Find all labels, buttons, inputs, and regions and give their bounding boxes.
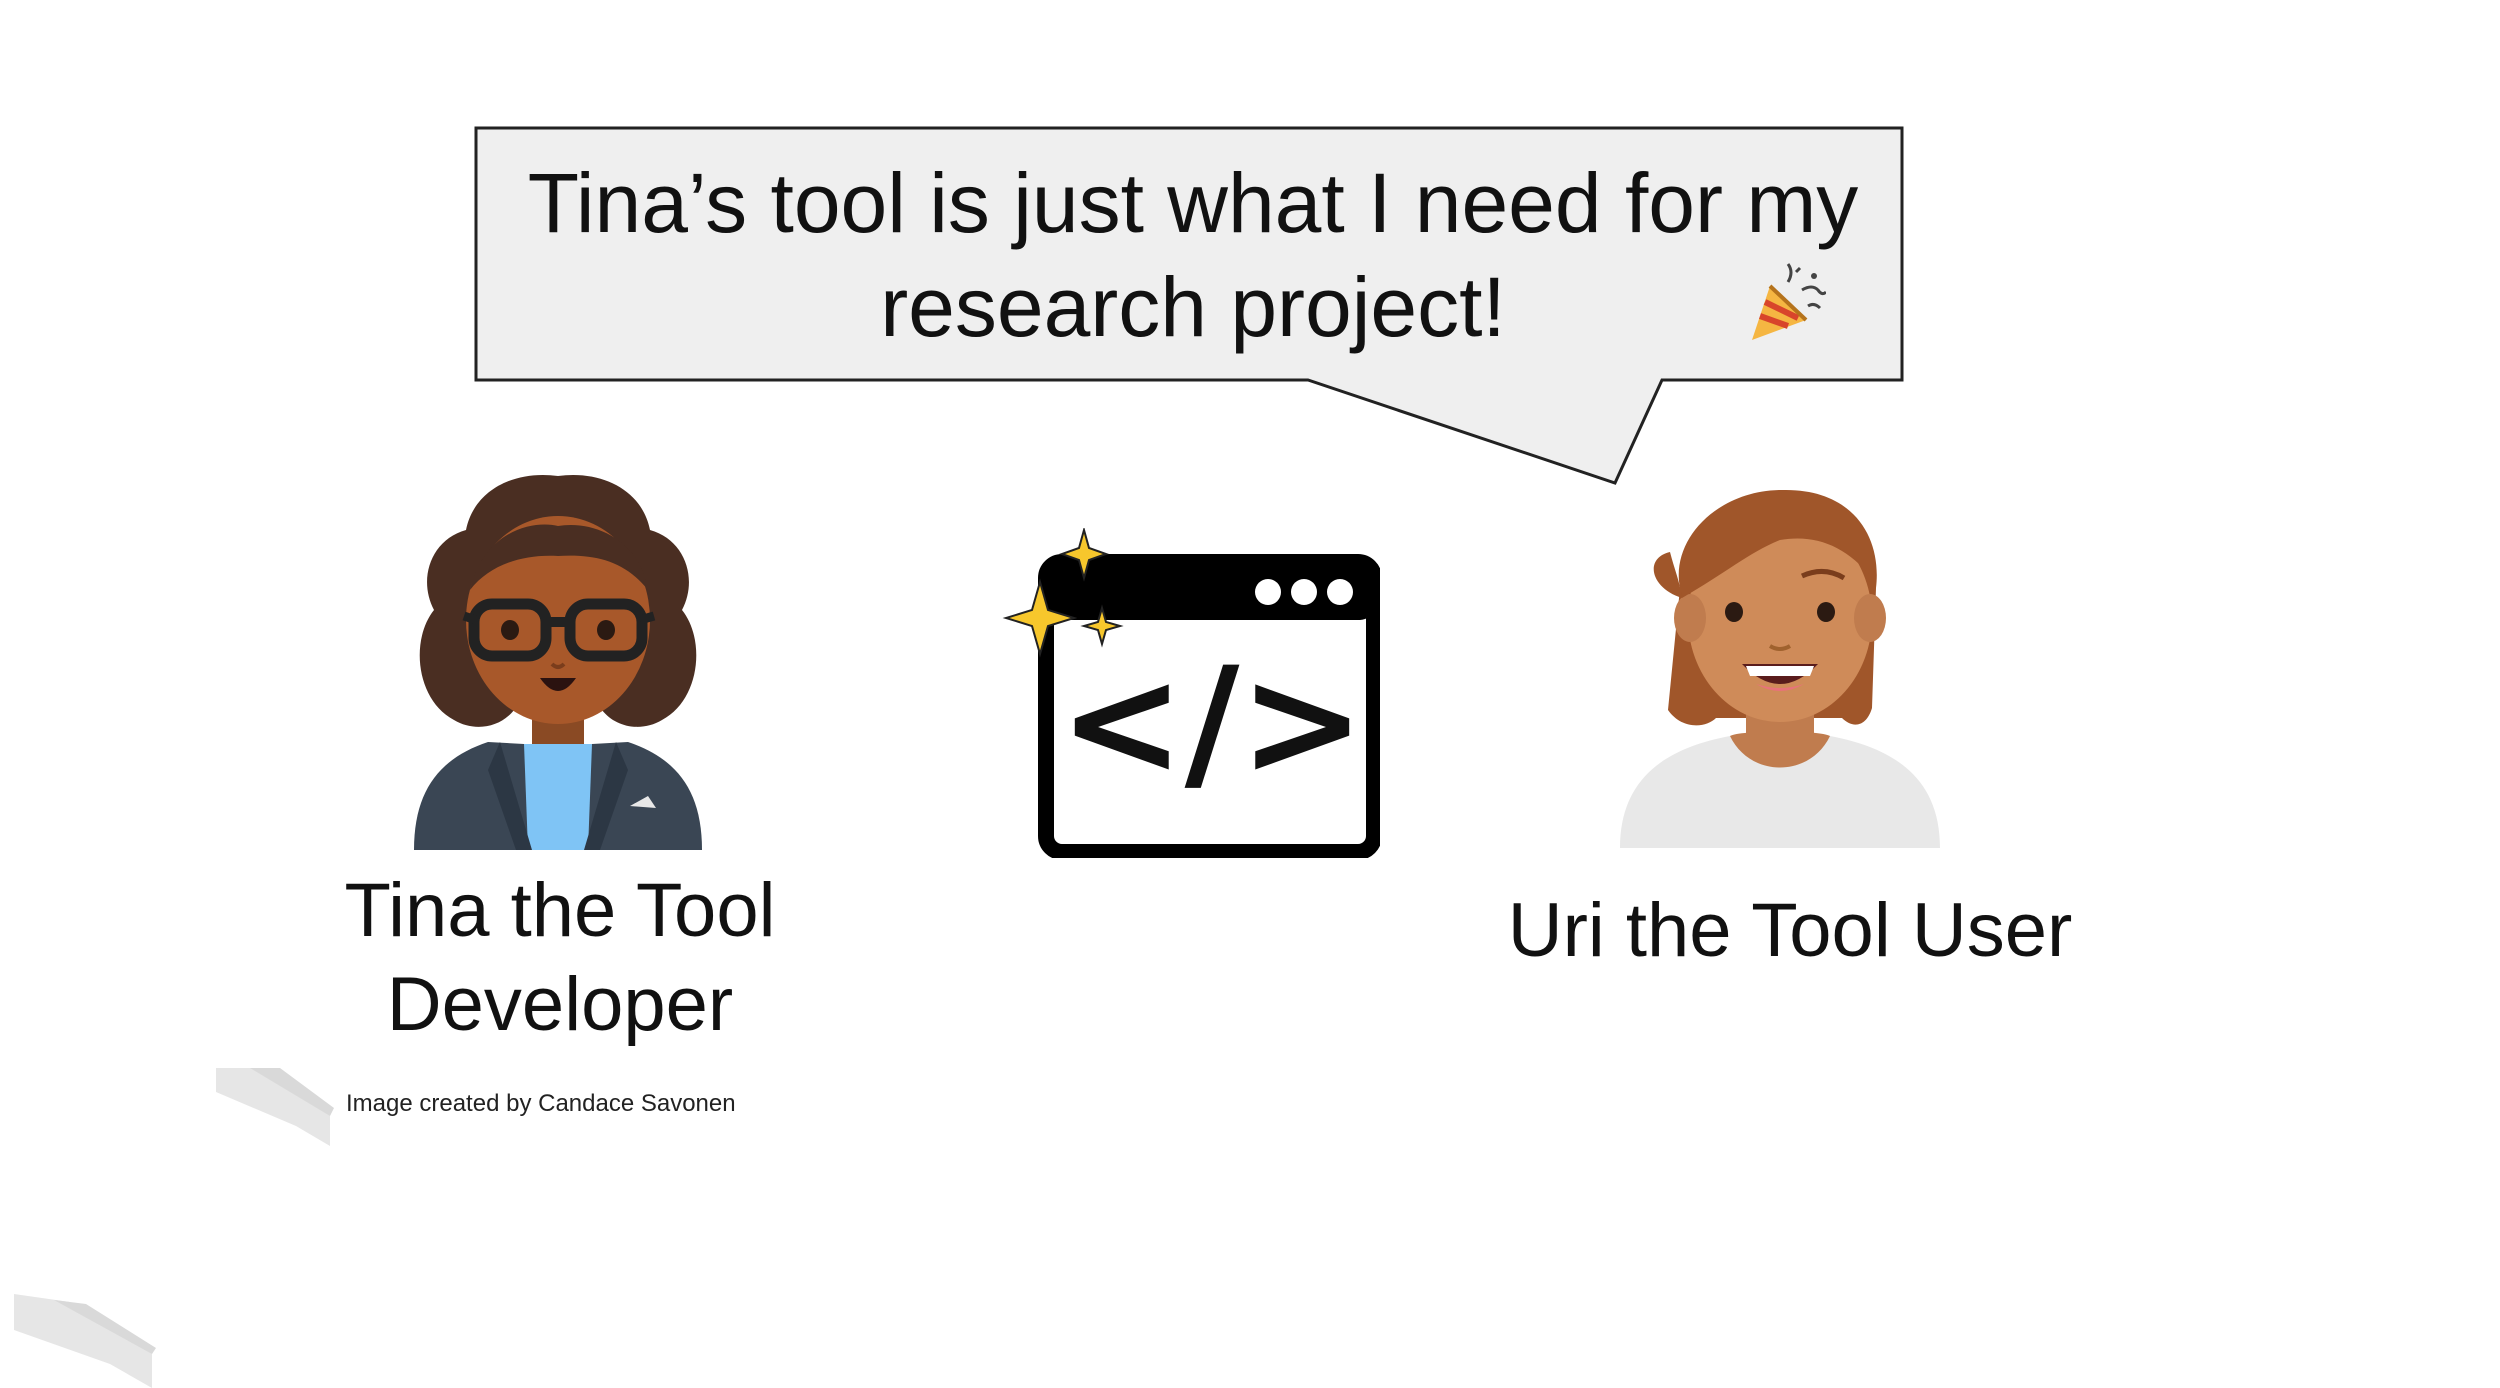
tina-name-label: Tina the Tool Developer bbox=[290, 864, 830, 1052]
code-glyph: </> bbox=[1059, 636, 1365, 810]
tina-name-line-1: Tina the Tool bbox=[344, 868, 776, 953]
woman-with-glasses-avatar bbox=[414, 474, 702, 850]
uri-name-label: Uri the Tool User bbox=[1507, 888, 2073, 973]
decorative-chevron bbox=[216, 1068, 334, 1146]
image-credit: Image created by Candace Savonen bbox=[346, 1090, 736, 1117]
sparkles-icon bbox=[1002, 528, 1124, 658]
code-window-icon: </> bbox=[1002, 528, 1380, 858]
smiling-person-avatar bbox=[1620, 489, 1940, 848]
tina-name-line-2: Developer bbox=[386, 962, 734, 1047]
decorative-chevron-large bbox=[14, 1294, 156, 1388]
party-popper-icon bbox=[1752, 263, 1826, 340]
speech-bubble-text: Tina’s tool is just what I need for my r… bbox=[478, 130, 1908, 380]
speech-line-1: Tina’s tool is just what I need for my bbox=[527, 156, 1859, 250]
speech-line-2: research project! bbox=[880, 260, 1506, 354]
